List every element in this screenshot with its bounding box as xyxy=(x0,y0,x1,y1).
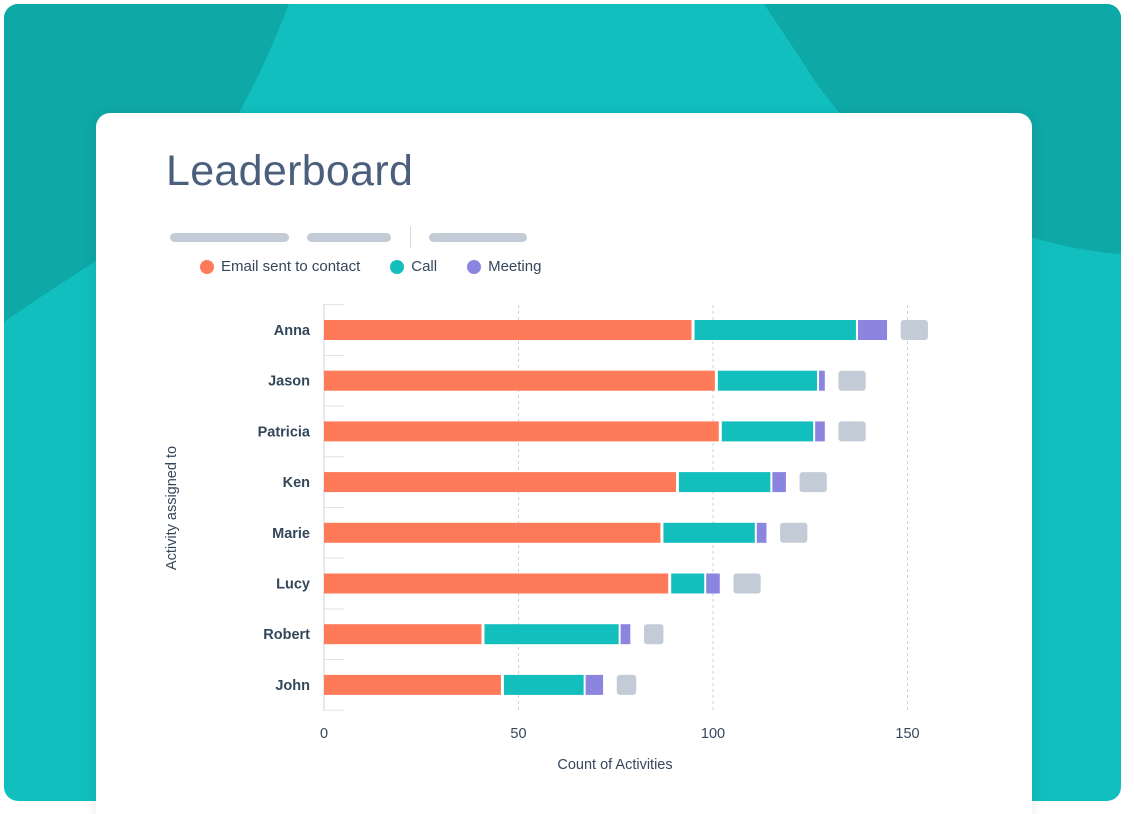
legend-label-email: Email sent to contact xyxy=(221,258,361,275)
category-label-jason: Jason xyxy=(268,374,310,390)
total-bar-jason[interactable] xyxy=(838,370,866,391)
meeting-bar-patricia[interactable] xyxy=(815,421,825,442)
category-label-john: John xyxy=(275,678,310,694)
legend-item-meeting[interactable]: Meeting xyxy=(467,258,541,275)
meeting-bar-ken[interactable] xyxy=(772,472,786,493)
legend-swatch-call xyxy=(390,259,405,274)
category-label-anna: Anna xyxy=(274,323,311,339)
meeting-bar-robert[interactable] xyxy=(620,624,631,645)
y-axis-title: Activity assigned to xyxy=(164,446,180,570)
total-bar-john[interactable] xyxy=(616,674,637,695)
legend-item-email[interactable]: Email sent to contact xyxy=(200,258,360,275)
email-bar-john[interactable] xyxy=(324,674,501,695)
call-bar-lucy[interactable] xyxy=(671,573,705,594)
category-label-patricia: Patricia xyxy=(258,424,311,440)
total-bar-marie[interactable] xyxy=(780,522,808,543)
legend-swatch-email xyxy=(200,259,214,274)
email-bar-marie[interactable] xyxy=(324,522,661,543)
total-bar-anna[interactable] xyxy=(900,320,928,340)
total-bar-lucy[interactable] xyxy=(733,573,761,594)
legend-swatch-meeting xyxy=(467,259,482,274)
bar-chart: 0 50 100 150 Anna Jason Patricia Ken Marie Lucy Ro… xyxy=(164,304,928,773)
email-bar-ken[interactable] xyxy=(324,472,676,493)
category-label-lucy: Lucy xyxy=(276,577,310,593)
total-bar-ken[interactable] xyxy=(799,472,827,493)
page-title: Leaderboard xyxy=(166,147,414,195)
category-label-ken: Ken xyxy=(283,475,310,491)
category-label-robert: Robert xyxy=(263,627,310,643)
filter-placeholder-3[interactable] xyxy=(429,233,527,242)
call-bar-robert[interactable] xyxy=(484,624,619,645)
legend-label-meeting: Meeting xyxy=(488,258,542,275)
category-label-marie: Marie xyxy=(272,526,310,542)
x-tick-label: 50 xyxy=(510,726,526,742)
x-tick-label: 100 xyxy=(701,726,725,742)
call-bar-jason[interactable] xyxy=(717,370,818,391)
email-bar-jason[interactable] xyxy=(324,370,715,391)
total-bar-patricia[interactable] xyxy=(838,421,866,442)
call-bar-ken[interactable] xyxy=(678,472,771,493)
x-axis-title: Count of Activities xyxy=(557,757,672,773)
filter-divider xyxy=(410,226,411,248)
meeting-bar-john[interactable] xyxy=(585,674,604,695)
total-bar-robert[interactable] xyxy=(643,624,664,645)
email-bar-anna[interactable] xyxy=(324,320,692,340)
legend-label-call: Call xyxy=(411,258,438,275)
email-bar-patricia[interactable] xyxy=(324,421,719,442)
email-bar-lucy[interactable] xyxy=(324,573,669,594)
meeting-bar-jason[interactable] xyxy=(819,370,825,391)
call-bar-john[interactable] xyxy=(503,674,584,695)
x-tick-label: 150 xyxy=(895,726,919,742)
email-bar-robert[interactable] xyxy=(324,624,482,645)
meeting-bar-anna[interactable] xyxy=(857,320,888,340)
leaderboard-card: Leaderboard Email sent to contact Call M… xyxy=(96,113,1032,814)
call-bar-patricia[interactable] xyxy=(721,421,814,442)
call-bar-marie[interactable] xyxy=(663,522,755,543)
call-bar-anna[interactable] xyxy=(694,320,856,340)
chart-legend: Email sent to contact Call Meeting xyxy=(200,258,541,275)
legend-item-call[interactable]: Call xyxy=(390,258,437,275)
meeting-bar-lucy[interactable] xyxy=(706,573,720,594)
filter-placeholder-2[interactable] xyxy=(307,233,391,242)
filter-placeholder-1[interactable] xyxy=(170,233,289,242)
meeting-bar-marie[interactable] xyxy=(756,522,767,543)
x-tick-label: 0 xyxy=(320,726,328,742)
